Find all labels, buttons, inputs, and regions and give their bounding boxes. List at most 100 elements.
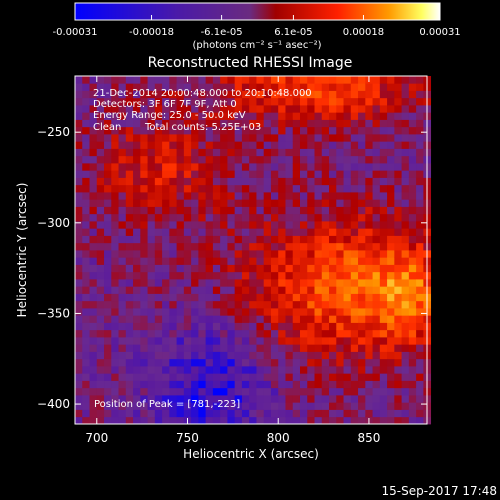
heatmap-cell [343, 192, 352, 200]
heatmap-cell [169, 228, 178, 236]
heatmap-cell [176, 402, 185, 410]
heatmap-cell [336, 192, 344, 200]
heatmap-cell [358, 395, 366, 403]
heatmap-cell [321, 373, 330, 381]
heatmap-cell [394, 213, 402, 222]
heatmap-cell [307, 221, 315, 229]
heatmap-cell [329, 148, 337, 157]
heatmap-cell [162, 329, 170, 338]
heatmap-cell [154, 286, 163, 294]
heatmap-cell [147, 344, 156, 352]
heatmap-cell [321, 257, 330, 265]
heatmap-cell [416, 141, 424, 149]
heatmap-cell [96, 76, 105, 84]
heatmap-cell [336, 170, 344, 178]
heatmap-cell [205, 199, 214, 207]
heatmap-cell [292, 322, 301, 331]
heatmap-cell [111, 387, 119, 396]
heatmap-cell [176, 329, 185, 338]
heatmap-cell [234, 373, 243, 381]
heatmap-cell [292, 119, 301, 128]
heatmap-cell [234, 409, 243, 418]
heatmap-cell [89, 221, 98, 229]
heatmap-cell [321, 250, 330, 258]
heatmap-cell [220, 206, 228, 215]
heatmap-cell [249, 134, 257, 142]
heatmap-cell [256, 279, 265, 287]
heatmap-cell [169, 351, 178, 360]
heatmap-cell [104, 134, 112, 142]
heatmap-cell [176, 300, 185, 309]
heatmap-cell [118, 199, 127, 207]
heatmap-cell [379, 395, 388, 403]
heatmap-cell [401, 206, 410, 215]
heatmap-cell [278, 177, 286, 186]
heatmap-cell [285, 366, 294, 374]
heatmap-cell [75, 279, 83, 287]
heatmap-cell [256, 134, 265, 142]
heatmap-cell [147, 119, 156, 128]
heatmap-cell [220, 119, 228, 128]
heatmap-cell [321, 199, 330, 207]
heatmap-cell [241, 119, 250, 128]
heatmap-cell [372, 358, 381, 367]
heatmap-cell [118, 380, 127, 389]
heatmap-cell [314, 213, 323, 222]
heatmap-cell [401, 177, 410, 186]
heatmap-cell [118, 395, 127, 403]
heatmap-cell [350, 250, 359, 258]
heatmap-cell [343, 387, 352, 396]
heatmap-cell [372, 126, 381, 135]
heatmap-cell [191, 300, 199, 309]
heatmap-cell [183, 192, 192, 200]
heatmap-cell [350, 337, 359, 345]
heatmap-cell [147, 322, 156, 331]
heatmap-cell [96, 380, 105, 389]
heatmap-cell [299, 163, 308, 171]
heatmap-cell [336, 286, 344, 294]
heatmap-cell [350, 76, 359, 84]
heatmap-cell [133, 337, 141, 345]
heatmap-cell [372, 264, 381, 273]
heatmap-cell [118, 134, 127, 142]
heatmap-cell [133, 105, 141, 113]
heatmap-cell [387, 105, 395, 113]
heatmap-cell [314, 286, 323, 294]
heatmap-cell [169, 192, 178, 200]
heatmap-cell [227, 184, 236, 193]
heatmap-cell [96, 83, 105, 91]
heatmap-cell [169, 242, 178, 251]
heatmap-cell [133, 271, 141, 280]
heatmap-cell [270, 213, 279, 222]
heatmap-cell [118, 416, 127, 425]
heatmap-cell [169, 235, 178, 244]
heatmap-cell [89, 163, 98, 171]
heatmap-cell [307, 387, 315, 396]
x-axis-title: Heliocentric X (arcsec) [183, 447, 319, 461]
heatmap-cell [89, 177, 98, 186]
heatmap-cell [118, 387, 127, 396]
heatmap-cell [125, 271, 134, 280]
heatmap-cell [256, 126, 265, 135]
heatmap-cell [416, 155, 424, 164]
heatmap-cell [96, 163, 105, 171]
heatmap-cell [198, 119, 207, 128]
heatmap-cell [343, 76, 352, 84]
heatmap-cell [198, 192, 207, 200]
heatmap-cell [292, 235, 301, 244]
heatmap-cell [379, 300, 388, 309]
heatmap-cell [307, 337, 315, 345]
heatmap-cell [227, 213, 236, 222]
heatmap-cell [321, 315, 330, 323]
heatmap-cell [299, 199, 308, 207]
heatmap-cell [285, 177, 294, 186]
heatmap-cell [408, 170, 417, 178]
heatmap-cell [234, 90, 243, 99]
heatmap-cell [285, 97, 294, 106]
heatmap-cell [256, 83, 265, 91]
heatmap-cell [307, 242, 315, 251]
heatmap-cell [416, 235, 424, 244]
heatmap-cell [111, 235, 119, 244]
heatmap-cell [241, 300, 250, 309]
heatmap-cell [401, 228, 410, 236]
